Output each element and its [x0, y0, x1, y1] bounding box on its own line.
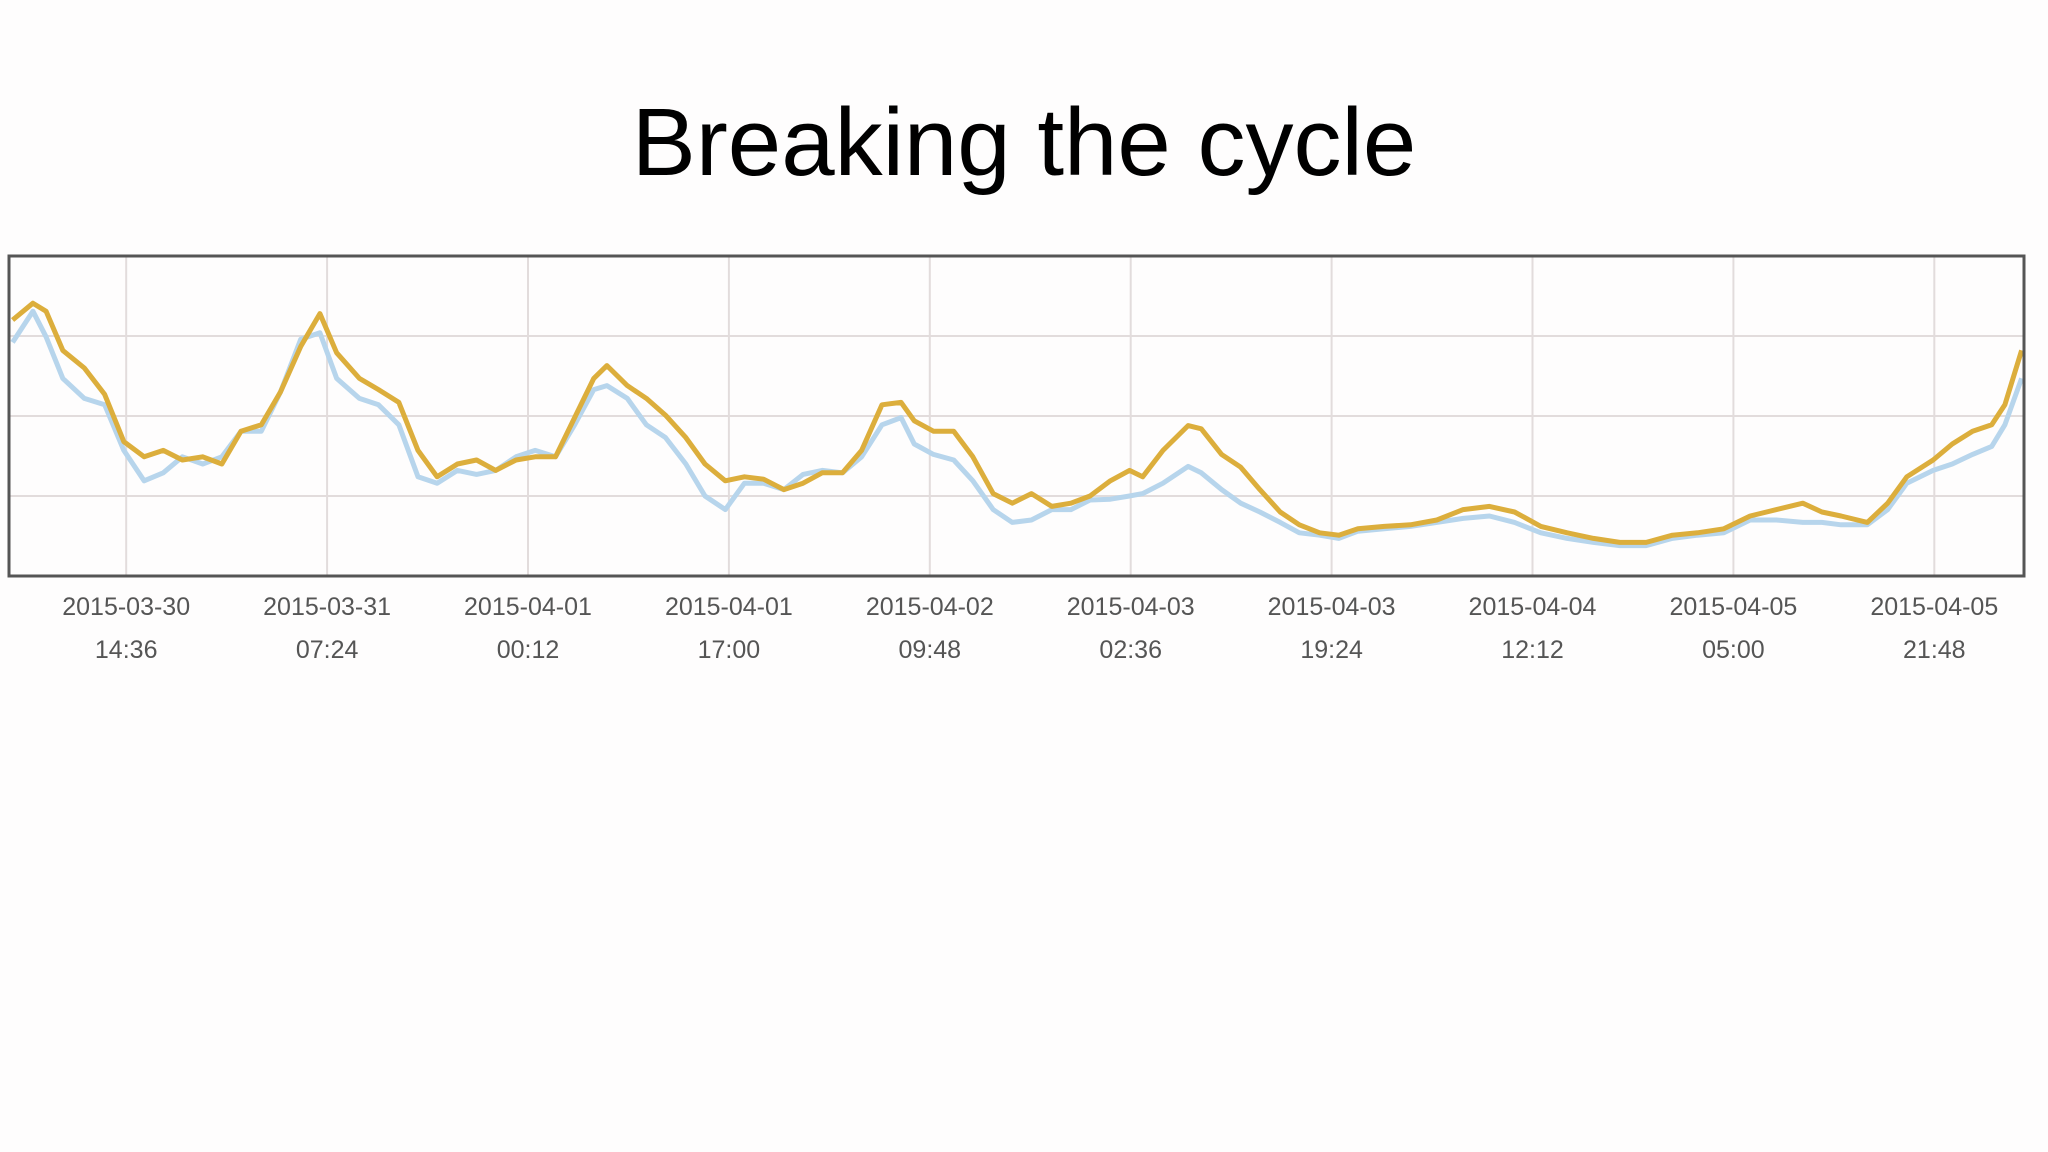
x-tick-label: 2015-04-01 00:12	[464, 593, 592, 664]
x-tick-label: 2015-04-04 12:12	[1468, 593, 1597, 664]
x-tick-label: 2015-03-31 07:24	[263, 593, 392, 664]
series-line	[10, 308, 2024, 549]
x-tick-label: 2015-04-02 09:48	[865, 593, 994, 664]
x-tick-label: 2015-04-03 19:24	[1267, 593, 1396, 664]
x-tick-label: 2015-04-05 05:00	[1669, 593, 1798, 664]
x-tick-label: 2015-03-30 14:36	[62, 593, 191, 664]
slide-title: Breaking the cycle	[631, 89, 1417, 196]
plot-frame	[7, 254, 2026, 578]
x-tick-label: 2015-04-01 17:00	[664, 593, 793, 664]
x-tick-label: 2015-04-03 02:36	[1066, 593, 1195, 664]
series-line	[10, 300, 2024, 545]
x-tick-label: 2015-04-05 21:48	[1870, 593, 1999, 664]
